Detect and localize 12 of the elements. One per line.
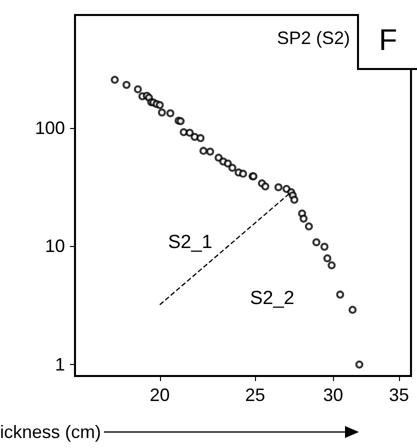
x-tick-label: 35 — [388, 385, 409, 405]
x-tick-label: 30 — [323, 385, 344, 405]
y-tick-label: 10 — [44, 236, 65, 256]
annotation: F — [357, 14, 417, 70]
annotation: S2_2 — [250, 288, 294, 310]
x-tick-label: 20 — [150, 385, 170, 405]
y-tick-label: 1 — [54, 354, 65, 375]
y-tick-label: 100 — [34, 118, 65, 138]
annotation: S2_1 — [168, 232, 212, 254]
text: SP2 (S2) — [276, 28, 350, 48]
x-tick-label: 25 — [245, 385, 266, 405]
x-axis-title: ickness (cm) — [0, 422, 102, 442]
